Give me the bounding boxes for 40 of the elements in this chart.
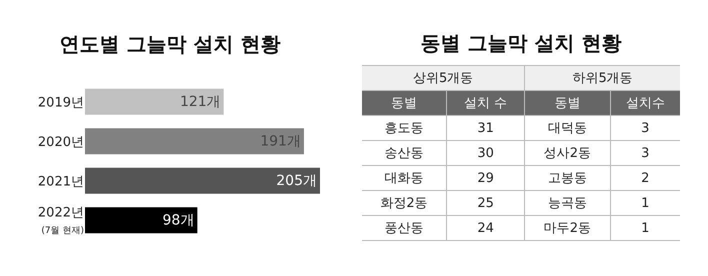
text: 대화동 xyxy=(384,171,424,186)
text: 29 xyxy=(477,170,494,186)
text: 풍산동 xyxy=(384,221,424,236)
category-label: 동별 xyxy=(362,90,447,116)
text: 1 xyxy=(641,220,650,236)
bar xyxy=(85,128,304,154)
text: 3 xyxy=(641,146,650,160)
category-label: 설치 수 xyxy=(446,90,525,116)
bar xyxy=(85,168,320,194)
text: 송산동 xyxy=(384,146,424,161)
text: 마두2동 xyxy=(544,221,592,236)
category-label: 설치수 xyxy=(610,90,680,116)
data-label: 121개 xyxy=(180,94,221,110)
text: 31 xyxy=(477,120,494,136)
text: 흥도동 xyxy=(384,121,424,136)
text: 24 xyxy=(477,220,494,236)
y-tick-label: 2021년 xyxy=(38,174,84,190)
text: 25 xyxy=(477,196,494,210)
data-label: 98개 xyxy=(162,212,194,228)
text: 상위5개동 xyxy=(362,66,525,90)
bar xyxy=(85,88,224,115)
text: 동별 그늘막 설치 현황 xyxy=(420,30,622,57)
category-label: 동별 xyxy=(524,90,610,116)
text: 성사2동 xyxy=(544,146,592,161)
text: 3 xyxy=(641,120,650,136)
text: 30 xyxy=(477,146,494,160)
y-tick-label: 2019년 xyxy=(38,95,84,110)
text: 화정2동 xyxy=(380,196,428,211)
text: 1 xyxy=(641,196,650,210)
y-tick-label: 2020년 xyxy=(38,134,84,150)
text: 하위5개동 xyxy=(524,66,680,90)
text: 2 xyxy=(641,170,650,186)
text: 고봉동 xyxy=(548,171,587,186)
data-label: 191개 xyxy=(260,133,301,150)
text: 대덕동 xyxy=(548,121,587,136)
bar xyxy=(85,207,198,234)
y-tick-label: 2022년 (7월 현재) xyxy=(38,205,84,236)
data-label: 205개 xyxy=(276,172,317,189)
text: 능곡동 xyxy=(548,196,587,211)
chart-title: 연도별 그늘막 설치 현황 xyxy=(60,32,280,56)
